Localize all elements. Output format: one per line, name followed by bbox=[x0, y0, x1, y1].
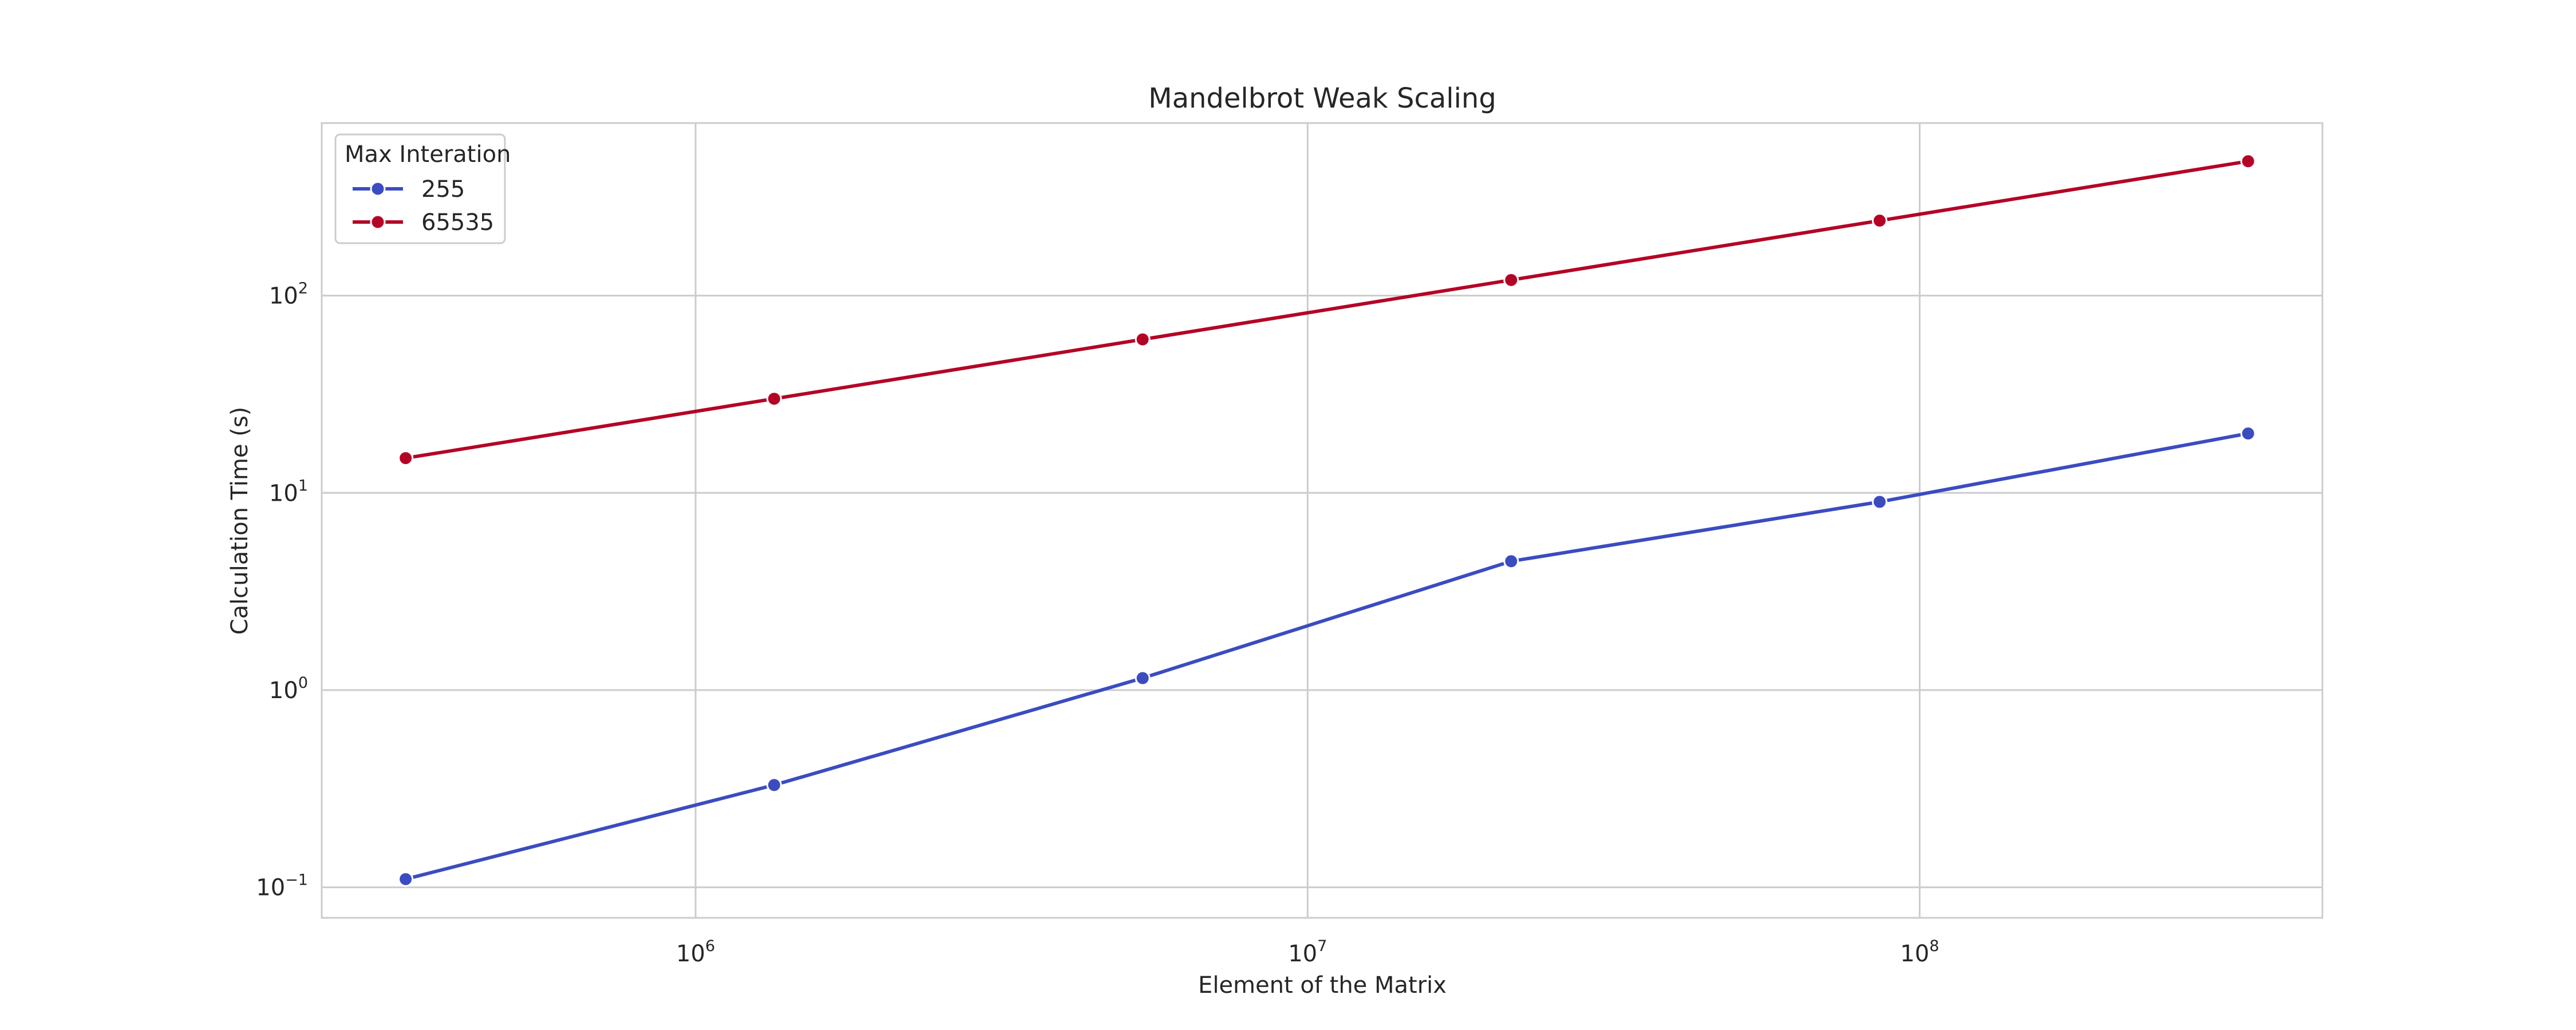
data-point-65535 bbox=[398, 450, 414, 466]
y-tick-label: 100 bbox=[269, 674, 308, 704]
y-tick-exponent: −1 bbox=[285, 871, 308, 889]
y-tick-exponent: 0 bbox=[298, 674, 308, 692]
y-tick-exponent: 2 bbox=[298, 280, 308, 298]
legend-title: Max Interation bbox=[345, 141, 511, 168]
data-point-255 bbox=[766, 777, 782, 793]
x-tick-base: 10 bbox=[1900, 941, 1929, 967]
y-tick-base: 10 bbox=[269, 480, 298, 506]
x-tick-exponent: 7 bbox=[1317, 937, 1327, 955]
x-tick-base: 10 bbox=[1288, 941, 1317, 967]
data-point-255 bbox=[1135, 670, 1151, 686]
y-axis-label: Calculation Time (s) bbox=[227, 407, 253, 635]
data-point-255 bbox=[1872, 494, 1888, 510]
x-tick-label: 108 bbox=[1900, 937, 1939, 967]
x-tick-label: 106 bbox=[676, 937, 715, 967]
x-tick-label: 107 bbox=[1288, 937, 1327, 967]
y-tick-label: 10−1 bbox=[256, 871, 308, 901]
x-tick-base: 10 bbox=[676, 941, 705, 967]
plot-frame bbox=[321, 122, 2324, 919]
data-point-65535 bbox=[1872, 213, 1888, 229]
data-point-65535 bbox=[2240, 153, 2256, 169]
chart-title: Mandelbrot Weak Scaling bbox=[1148, 82, 1496, 114]
x-tick-exponent: 8 bbox=[1929, 937, 1939, 955]
y-tick-label: 101 bbox=[269, 477, 308, 506]
data-point-255 bbox=[2240, 426, 2256, 442]
series-line-255 bbox=[405, 431, 2249, 881]
legend-marker-65535 bbox=[370, 214, 386, 230]
y-tick-label: 102 bbox=[269, 280, 308, 310]
x-tick-exponent: 6 bbox=[705, 937, 715, 955]
x-axis-label: Element of the Matrix bbox=[1198, 972, 1447, 999]
legend: Max Interation 255 65535 bbox=[334, 133, 511, 244]
legend-marker-255 bbox=[370, 181, 386, 197]
y-tick-base: 10 bbox=[256, 875, 285, 901]
data-point-65535 bbox=[1135, 331, 1151, 347]
legend-label-65535: 65535 bbox=[421, 209, 494, 236]
grid-layer bbox=[322, 123, 2322, 918]
data-point-65535 bbox=[766, 391, 782, 407]
series-layer bbox=[398, 153, 2256, 887]
legend-label-255: 255 bbox=[421, 176, 465, 203]
series-line-65535 bbox=[405, 159, 2249, 460]
data-point-255 bbox=[1503, 553, 1519, 569]
y-tick-base: 10 bbox=[269, 678, 298, 704]
y-tick-base: 10 bbox=[269, 283, 298, 310]
legend-entries: 255 65535 bbox=[353, 176, 494, 236]
y-tick-exponent: 1 bbox=[298, 477, 308, 494]
data-point-65535 bbox=[1503, 272, 1519, 288]
data-point-255 bbox=[398, 871, 414, 887]
